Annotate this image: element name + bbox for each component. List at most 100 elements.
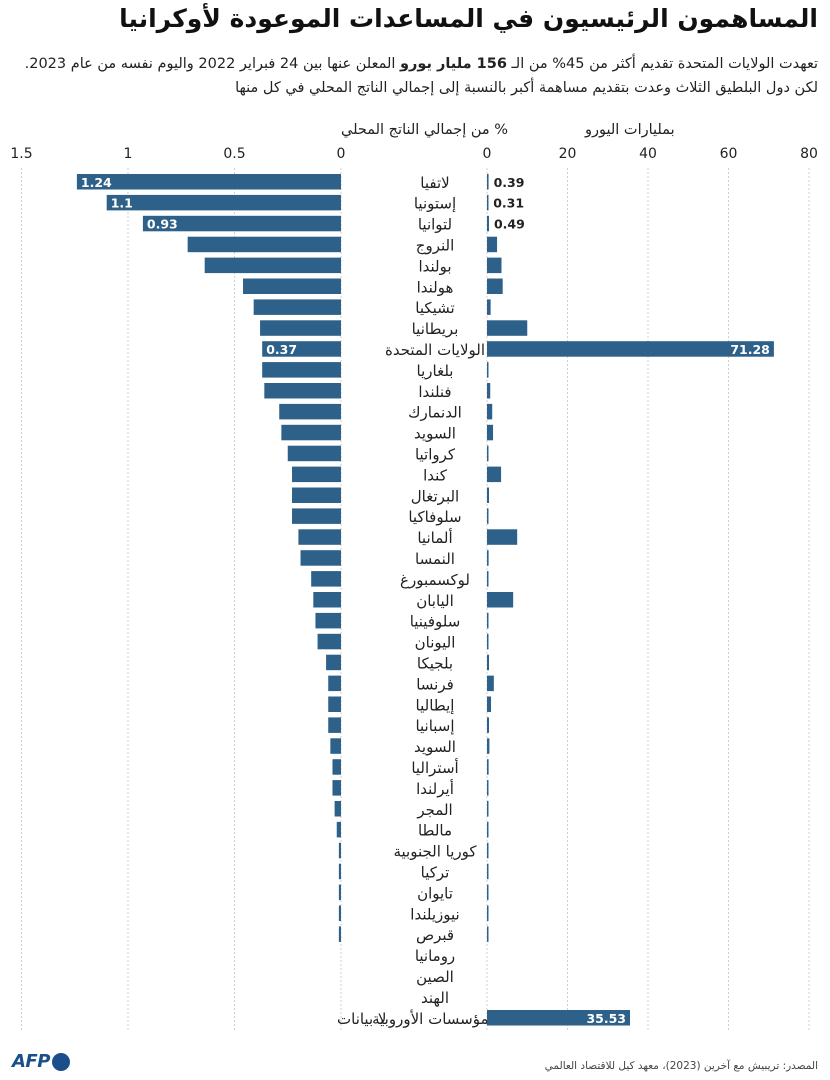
eur-bar [487,550,489,566]
category-label: السويد [414,738,456,756]
eur-bar [487,257,502,274]
category-label: المجر [416,801,452,819]
gdp-bar [315,612,341,629]
gdp-bar [311,571,341,587]
gdp-bar [300,550,341,566]
category-label: فنلندا [418,383,451,401]
category-label: سلوفاكيا [408,508,461,526]
eur-bar [487,174,489,190]
category-label: نيوزيلندا [410,905,459,923]
eur-bar [487,592,514,608]
category-label: رومانيا [415,947,455,965]
eur-bar [487,801,489,817]
gdp-bar [187,236,341,253]
gdp-bar [332,780,341,796]
eur-bar [487,466,502,483]
eur-bar [487,780,489,796]
eur-bar [487,759,489,775]
category-label: بريطانيا [412,320,459,338]
left-tick-label: 0.5 [223,146,245,162]
category-label: إستونيا [414,195,456,213]
eur-bar [487,717,490,733]
gdp-bar [338,926,341,942]
eur-bar [487,571,489,587]
gdp-bar [328,675,341,692]
eur-bar [487,403,493,420]
gdp-bar [262,362,341,378]
category-label: إسبانيا [415,717,454,735]
gdp-bar [332,759,341,775]
chart-title: المساهمون الرئيسيون في المساعدات الموعود… [119,4,818,33]
gdp-bar [106,194,341,211]
eur-bar [487,529,518,545]
gdp-bar [287,445,341,462]
category-label: إيطاليا [416,696,455,714]
category-label: أيرلندا [416,779,454,798]
subtitle-highlight: 156 مليار يورو [400,56,507,72]
gdp-bar [336,821,341,838]
eur-bar [487,884,489,901]
category-label: سلوفينيا [410,613,461,631]
eur-data-label: 0.31 [493,196,524,211]
gdp-bar [292,487,341,503]
category-label: لاتفيا [420,174,449,192]
category-label: لتوانيا [418,216,452,234]
eur-bar [487,696,492,712]
eur-bar [487,508,489,524]
category-label: بولندا [418,257,451,275]
gdp-bar [76,174,341,190]
no-data-label: لا بيانات [337,1010,386,1028]
category-label: بلغاريا [417,362,454,380]
category-label: الدنمارك [408,404,462,422]
left-tick-label: 1.5 [10,146,32,162]
gdp-bar [264,383,341,399]
gdp-data-label: 0.37 [266,342,297,357]
afp-dot-icon [51,1052,70,1071]
eur-data-label: 0.49 [494,217,525,232]
category-label: كندا [423,466,448,484]
right-tick-label: 0 [483,146,492,162]
gdp-bar [142,215,341,232]
gdp-bar [338,842,341,859]
gdp-bar [338,905,341,921]
right-tick-label: 40 [639,146,657,162]
eur-bar [487,278,503,294]
eur-bar [487,194,489,211]
left-tick-label: 0 [337,146,346,162]
category-label: الولايات المتحدة [385,341,485,359]
eur-bar [487,612,489,629]
category-label: الهند [421,989,449,1007]
eur-bar [487,675,494,692]
gdp-bar [204,257,341,274]
gdp-bar [326,654,341,671]
category-label: اليابان [416,592,454,610]
gdp-bar [298,529,341,545]
gdp-bar [253,299,341,315]
gdp-bar [330,738,341,754]
right-tick-label: 60 [720,146,738,162]
gdp-bar [243,278,341,294]
category-label: المؤسسات الأوروبية [372,1009,498,1028]
subtitle-part-1: تعهدت الولايات المتحدة تقديم أكثر من 45%… [506,56,818,72]
category-label: تشيكيا [415,299,454,317]
right-tick-label: 80 [800,146,818,162]
category-label: النروج [416,236,454,255]
gdp-bar [262,341,341,357]
category-label: البرتغال [411,487,459,505]
category-label: ألمانيا [417,528,452,547]
category-label: فرنسا [416,675,454,693]
gdp-bar [317,633,341,650]
gdp-bar [313,592,341,608]
gdp-bar [279,403,341,420]
eur-bar [487,738,490,754]
left-axis-title: % من إجمالي الناتج المحلي [341,122,508,138]
eur-bar [487,633,489,650]
category-label: قبرص [416,926,454,944]
eur-bar [487,299,491,315]
gdp-bar [260,320,341,336]
subtitle-part-2: المعلن عنها بين 24 فبراير 2022 واليوم نف… [24,56,818,96]
eur-bar [487,905,489,921]
eur-bar [487,341,774,357]
eur-bar [487,445,489,462]
